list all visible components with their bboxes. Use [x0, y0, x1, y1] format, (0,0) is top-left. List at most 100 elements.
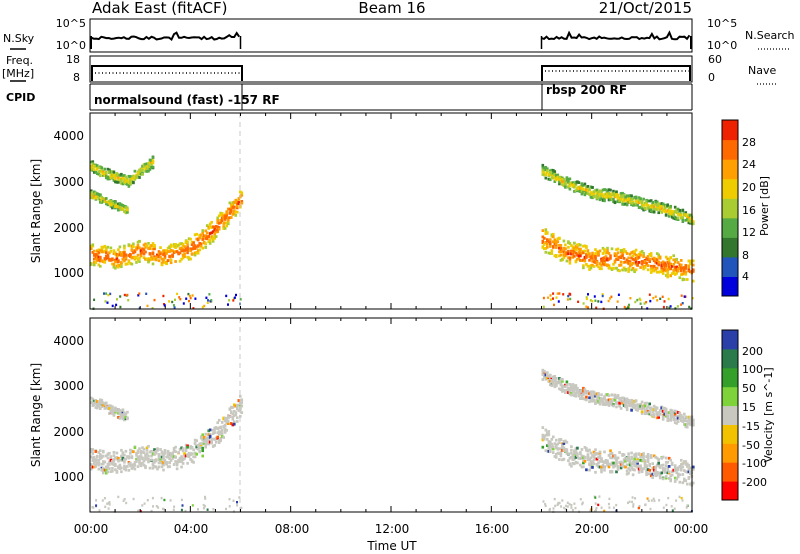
range-cell	[627, 199, 630, 203]
range-cell	[655, 261, 659, 265]
range-cell	[655, 413, 659, 416]
range-cell	[625, 252, 629, 255]
range-cell	[90, 166, 93, 169]
power-ytick-1000: 1000	[53, 266, 84, 280]
range-cell	[107, 502, 110, 505]
range-cell	[223, 428, 227, 431]
range-cell	[133, 463, 137, 467]
range-cell	[186, 445, 189, 449]
range-cell	[102, 197, 105, 200]
range-cell	[205, 224, 209, 227]
range-cell	[645, 256, 648, 260]
range-cell	[225, 212, 228, 215]
range-cell	[223, 416, 227, 420]
range-cell	[639, 197, 642, 201]
range-cell	[597, 393, 600, 397]
range-cell	[592, 462, 596, 466]
range-cell	[683, 479, 686, 483]
range-cell	[115, 257, 119, 261]
range-cell	[561, 448, 564, 452]
range-cell	[129, 448, 132, 452]
range-cell	[142, 451, 146, 454]
range-cell	[580, 448, 584, 451]
range-cell	[657, 411, 660, 415]
range-cell	[129, 175, 132, 178]
range-cell	[230, 208, 233, 212]
range-cell	[549, 373, 552, 377]
range-cell	[603, 465, 606, 469]
range-cell	[184, 443, 188, 447]
range-cell	[94, 196, 98, 200]
range-cell	[100, 197, 104, 201]
range-cell	[601, 197, 605, 200]
range-cell	[664, 213, 668, 217]
freq-panel-frame	[89, 55, 693, 83]
range-cell	[689, 218, 692, 221]
range-cell	[627, 260, 630, 263]
range-cell	[580, 389, 584, 392]
range-cell	[680, 466, 683, 470]
range-cell	[186, 240, 189, 244]
range-cell	[658, 256, 662, 260]
range-cell	[103, 402, 107, 406]
range-cell	[129, 461, 132, 465]
range-cell	[147, 260, 150, 264]
range-cell	[628, 260, 632, 263]
range-cell	[598, 495, 601, 498]
range-cell	[639, 455, 642, 459]
range-cell	[118, 245, 122, 249]
range-cell	[169, 459, 173, 462]
range-cell	[634, 196, 638, 200]
range-cell	[228, 216, 232, 220]
range-cell	[121, 182, 125, 186]
range-cell	[160, 496, 163, 500]
range-cell	[180, 498, 183, 502]
range-cell	[196, 249, 200, 252]
range-cell	[147, 169, 150, 173]
range-cell	[133, 461, 137, 464]
range-cell	[178, 459, 182, 462]
range-cell	[597, 191, 600, 195]
range-cell	[576, 257, 579, 261]
colorbar-swatch	[722, 386, 738, 407]
range-cell	[625, 404, 629, 408]
range-cell	[115, 173, 119, 177]
power-colorbar-frame	[721, 119, 739, 297]
range-cell	[112, 265, 116, 269]
cpid-segment-early: normalsound (fast) -157 RF	[94, 93, 280, 107]
range-cell	[186, 243, 189, 247]
range-cell	[97, 467, 101, 471]
range-cell	[687, 215, 691, 219]
range-cell	[651, 205, 654, 209]
range-cell	[177, 251, 180, 255]
range-cell	[598, 267, 602, 271]
range-cell	[115, 253, 119, 256]
range-cell	[571, 393, 575, 397]
range-cell	[160, 261, 164, 265]
range-cell	[642, 204, 645, 207]
range-cell	[544, 504, 547, 508]
range-cell	[192, 307, 195, 310]
range-cell	[547, 433, 551, 437]
range-cell	[114, 176, 117, 179]
range-cell	[661, 208, 665, 212]
range-cell	[117, 205, 120, 208]
range-cell	[216, 421, 219, 425]
velocity-panel: Slant Range [km] 4000 3000 2000 1000 00:…	[29, 317, 708, 553]
range-cell	[616, 394, 620, 397]
range-cell	[668, 306, 671, 309]
range-cell	[202, 503, 205, 507]
range-cell	[622, 400, 626, 403]
range-cell	[123, 246, 126, 250]
range-cell	[562, 180, 566, 183]
range-cell	[619, 463, 623, 466]
range-cell	[669, 267, 672, 271]
range-cell	[193, 251, 197, 255]
range-cell	[550, 380, 554, 384]
range-cell	[576, 387, 579, 391]
range-cell	[549, 243, 552, 247]
range-cell	[654, 207, 657, 211]
range-cell	[618, 199, 621, 203]
range-cell	[172, 449, 176, 452]
range-cell	[664, 210, 668, 214]
